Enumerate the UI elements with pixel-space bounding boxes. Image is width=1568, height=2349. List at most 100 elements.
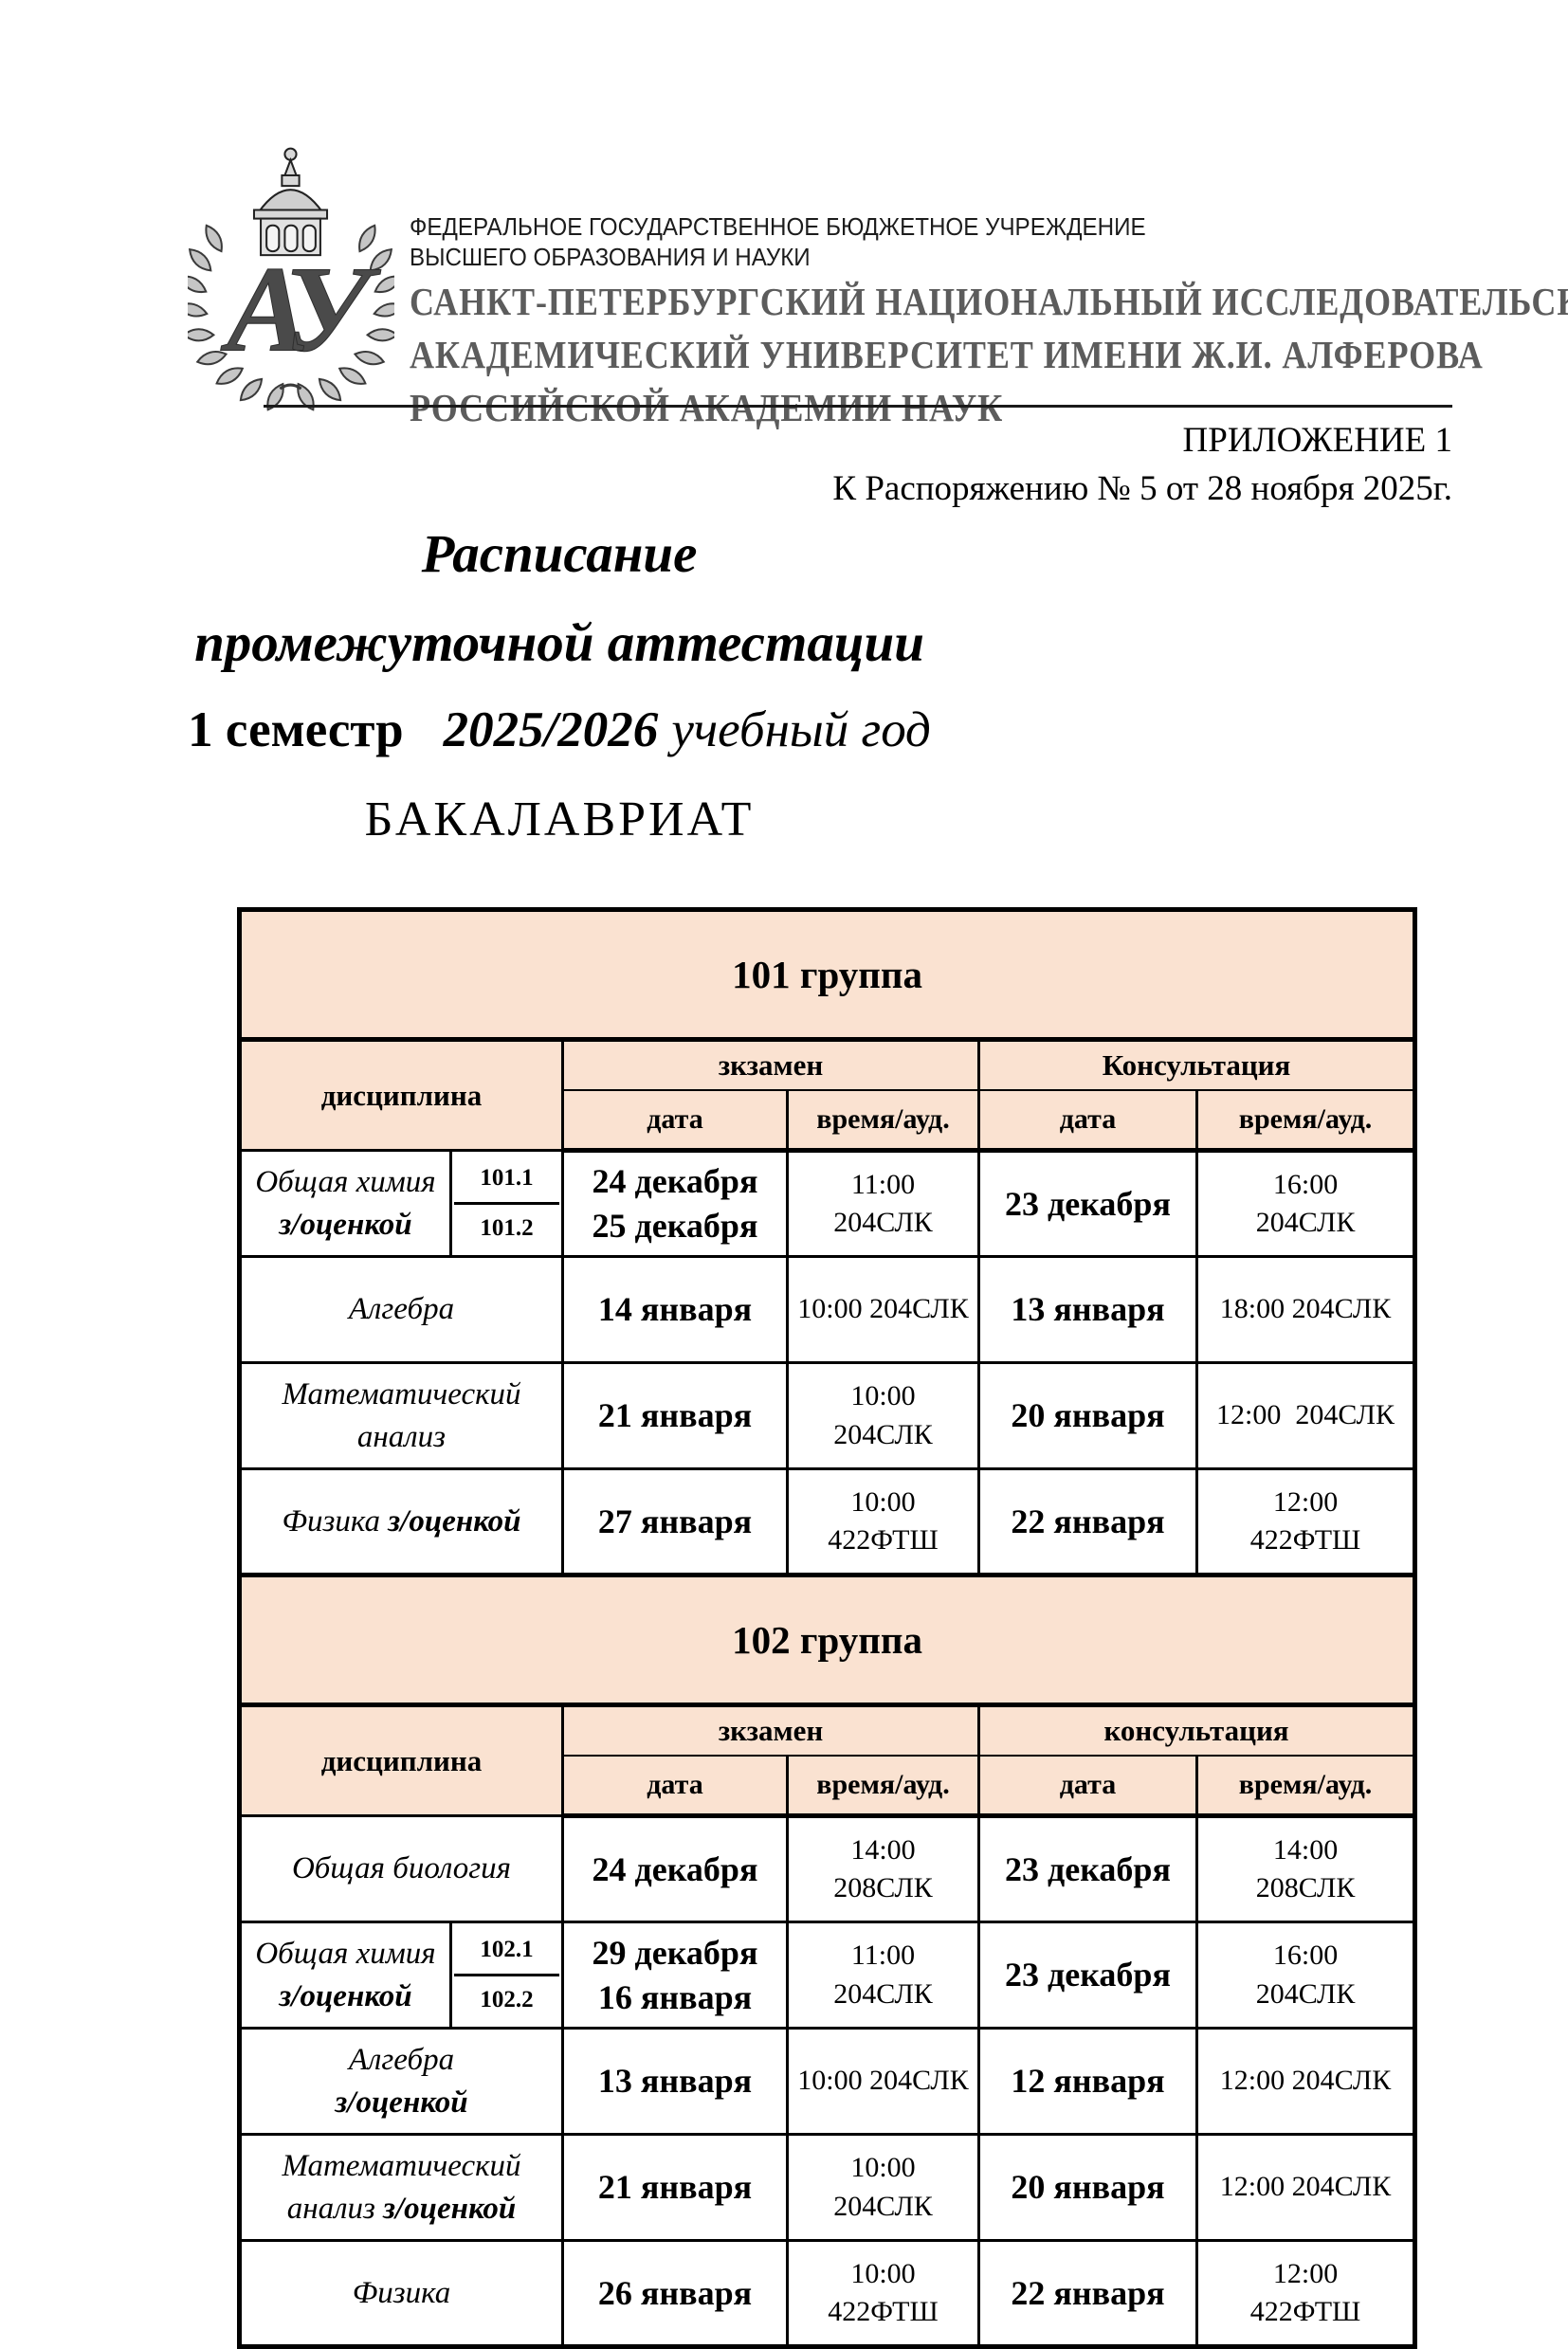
consultation-time-cell: 14:00 208СЛК: [1194, 1814, 1417, 1923]
discipline-text: Математический: [282, 2148, 521, 2183]
consultation-date-header-102: дата: [977, 1755, 1198, 1818]
table-row-101: Общая химия з/оценкой 101.1 101.2 24 декабря…: [238, 1149, 1417, 1258]
exam-date-cell: 27 января: [561, 1467, 789, 1576]
cell-line: 10:00: [850, 2152, 916, 2183]
discipline-line: з/оценкой: [244, 1204, 447, 1247]
discipline-text: з/оценкой: [279, 1978, 412, 2013]
cell-line: 20 января: [1011, 1396, 1165, 1435]
discipline-text: Алгебра: [348, 1292, 455, 1327]
cell-line: 10:00 204СЛК: [797, 1293, 969, 1325]
subgroup-label: 102.2: [454, 1974, 559, 2025]
consultation-date-cell: 22 января: [977, 2239, 1198, 2348]
consultation-date-cell: 13 января: [977, 1255, 1198, 1364]
semester-line: 1 семестр 2025/2026 учебный год: [0, 705, 1119, 756]
discipline-cell: Физика: [238, 2239, 564, 2348]
cell-line: 204СЛК: [833, 2190, 933, 2222]
discipline-line: анализ: [244, 1416, 559, 1459]
discipline-text: анализ: [356, 1419, 447, 1454]
exam-date-header-101: дата: [561, 1089, 789, 1153]
cell-line: 12:00 204СЛК: [1219, 2065, 1392, 2097]
discipline-text: Общая химия: [255, 1164, 436, 1199]
discipline-line: Алгебра: [244, 2039, 559, 2082]
university-emblem: АУ: [188, 147, 394, 414]
exam-time-header-102: время/ауд.: [786, 1755, 980, 1818]
subgroup-wrap: 102.1 102.2: [454, 1926, 559, 2025]
table-row-102: Общая химия з/оценкой 102.1 102.2 29 декабря…: [238, 1921, 1417, 2030]
exam-time-cell: 10:00 422ФТШ: [786, 1467, 980, 1576]
exam-date-cell: 29 декабря 16 января: [561, 1921, 789, 2030]
discipline-line: Математический: [244, 2145, 559, 2188]
subgroup-label: 102.1: [480, 1936, 534, 1962]
table-row-101: Физика з/оценкой 27 января 10:00 422ФТШ 22 я…: [238, 1467, 1417, 1576]
consultation-date-cell: 23 декабря: [977, 1814, 1198, 1923]
discipline-line: Математический: [244, 1374, 559, 1416]
discipline-text: Физика: [282, 1503, 389, 1539]
discipline-cell: Алгебра з/оценкой: [238, 2027, 564, 2136]
exam-date-header-102: дата: [561, 1755, 789, 1818]
letterhead-text: ФЕДЕРАЛЬНОЕ ГОСУДАРСТВЕННОЕ БЮДЖЕТНОЕ УЧ…: [410, 212, 1568, 431]
discipline-cell: Алгебра: [238, 1255, 564, 1364]
discipline-text: Физика: [352, 2275, 451, 2310]
exam-time-cell: 10:00 204СЛК: [786, 1255, 980, 1364]
discipline-text: з/оценкой: [279, 1207, 412, 1242]
cell-line: 24 декабря: [592, 1162, 758, 1201]
cell-line: 422ФТШ: [1249, 1524, 1361, 1556]
table-row-102: Алгебра з/оценкой 13 января 10:00 204СЛК 12 …: [238, 2027, 1417, 2136]
subgroup-label: 101.2: [454, 1202, 559, 1253]
program-title: БАКАЛАВРИАТ: [364, 792, 755, 847]
discipline-text: анализ: [286, 2191, 384, 2226]
cell-line: 23 декабря: [1005, 1184, 1171, 1223]
discipline-cell: Физика з/оценкой: [238, 1467, 564, 1576]
cell-line: 16 января: [597, 1977, 753, 2016]
exam-date-cell: 26 января: [561, 2239, 789, 2348]
cell-line: 22 января: [1011, 2273, 1165, 2312]
cell-line: 27 января: [597, 1502, 753, 1540]
exam-date-cell: 14 января: [561, 1255, 789, 1364]
cell-line: 12:00: [1272, 1485, 1339, 1518]
discipline-text: з/оценкой: [383, 2191, 517, 2226]
cell-line: 10:00: [850, 1380, 916, 1411]
university-name-line-2: АКАДЕМИЧЕСКИЙ УНИВЕРСИТЕТ ИМЕНИ Ж.И. АЛФ…: [410, 333, 1484, 377]
subgroup-cell: 101.1 101.2: [449, 1149, 564, 1258]
exam-time-cell: 10:00 204СЛК: [786, 2027, 980, 2136]
cell-line: 204СЛК: [833, 1418, 933, 1450]
cell-line: 208СЛК: [1255, 1872, 1356, 1903]
cell-line: 18:00 204СЛК: [1219, 1293, 1392, 1325]
cell-line: 11:00: [850, 1168, 916, 1200]
discipline-text: Общая химия: [255, 1936, 436, 1971]
exam-time-cell: 11:00 204СЛК: [786, 1149, 980, 1258]
cell-line: 204СЛК: [1255, 1207, 1356, 1238]
discipline-cell: Общая биология: [238, 1814, 564, 1923]
exam-column-header-102: зкзамен: [561, 1703, 980, 1757]
cell-line: 12 января: [1011, 2062, 1165, 2101]
cell-line: 10:00: [850, 1485, 916, 1518]
cell-line: 14:00: [850, 1833, 916, 1866]
cell-line: 13 января: [1011, 1290, 1165, 1329]
exam-date-cell: 21 января: [561, 1361, 789, 1470]
appendix-label: ПРИЛОЖЕНИЕ 1: [1182, 421, 1452, 460]
order-reference: К Распоряжению № 5 от 28 ноября 2025г.: [832, 469, 1452, 508]
cell-line: 16:00: [1272, 1168, 1339, 1200]
table-row-101: Алгебра 14 января 10:00 204СЛК 13 января 18:…: [238, 1255, 1417, 1364]
table-row-101: Математический анализ 21 января 10:00 204СЛК…: [238, 1361, 1417, 1470]
consultation-column-header-101: Консультация: [976, 1038, 1417, 1091]
cell-line: 204СЛК: [1255, 1977, 1356, 2010]
exam-date-cell: 24 декабря: [561, 1814, 789, 1923]
consultation-time-cell: 18:00 204СЛК: [1194, 1255, 1417, 1364]
cell-line: 23 декабря: [1005, 1849, 1171, 1888]
group-banner-101: 101 группа: [237, 907, 1417, 1042]
cell-line: 23 декабря: [1005, 1956, 1171, 1994]
consultation-time-cell: 12:00 204СЛК: [1194, 2027, 1417, 2136]
cell-line: 204СЛК: [833, 1207, 933, 1238]
consultation-time-cell: 12:00 204СЛК: [1194, 1361, 1417, 1470]
discipline-line: Общая химия: [244, 1933, 447, 1976]
semester-label: 1 семестр: [188, 702, 404, 757]
consultation-time-cell: 12:00 422ФТШ: [1194, 1467, 1417, 1576]
group-banner-row-102: 102 группа: [237, 1573, 1417, 1707]
discipline-line: анализ з/оценкой: [244, 2188, 559, 2231]
exam-date-cell: 24 декабря 25 декабря: [561, 1149, 789, 1258]
exam-column-header-101: зкзамен: [561, 1038, 980, 1091]
cell-line: 29 декабря: [592, 1933, 758, 1972]
consultation-date-cell: 23 декабря: [977, 1149, 1198, 1258]
university-name-line-3: РОССИЙСКОЙ АКАДЕМИИ НАУК: [410, 386, 1004, 430]
